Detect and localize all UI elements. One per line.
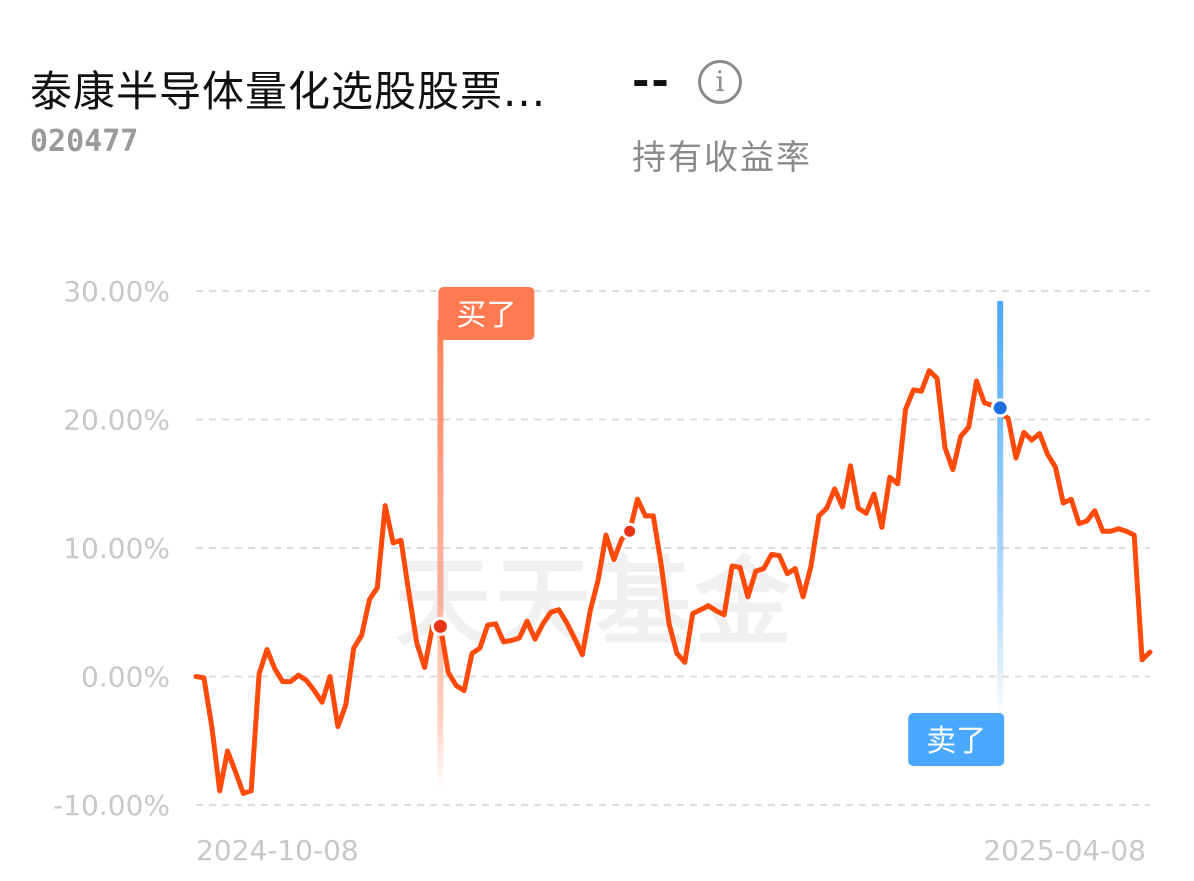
y-tick-label: 30.00% <box>63 275 170 308</box>
x-tick-label: 2025-04-08 <box>983 834 1146 867</box>
info-icon[interactable]: i <box>698 60 742 104</box>
sell-tag <box>908 713 1005 766</box>
buy-marker-line <box>437 320 444 790</box>
y-tick-label: -10.00% <box>53 789 170 822</box>
holding-return-value: -- <box>632 56 671 105</box>
fund-code: 020477 <box>30 124 139 159</box>
fund-name: 泰康半导体量化选股股票... <box>30 67 547 116</box>
y-tick-label: 10.00% <box>63 532 170 565</box>
holding-return-label: 持有收益率 <box>632 138 812 178</box>
buy-tag-label: 买了 <box>456 298 516 333</box>
y-tick-label: 0.00% <box>81 661 170 694</box>
y-tick-label: 20.00% <box>63 404 170 437</box>
trade-point <box>621 522 639 540</box>
x-tick-label: 2024-10-08 <box>196 834 359 867</box>
sell-point <box>990 398 1010 418</box>
buy-point <box>430 616 450 636</box>
buy-tag <box>438 287 535 340</box>
sell-tag-label: 卖了 <box>926 724 986 759</box>
sell-marker-line <box>997 301 1004 721</box>
return-series-line <box>193 368 1153 796</box>
watermark-text: 天天基金 <box>395 546 795 659</box>
